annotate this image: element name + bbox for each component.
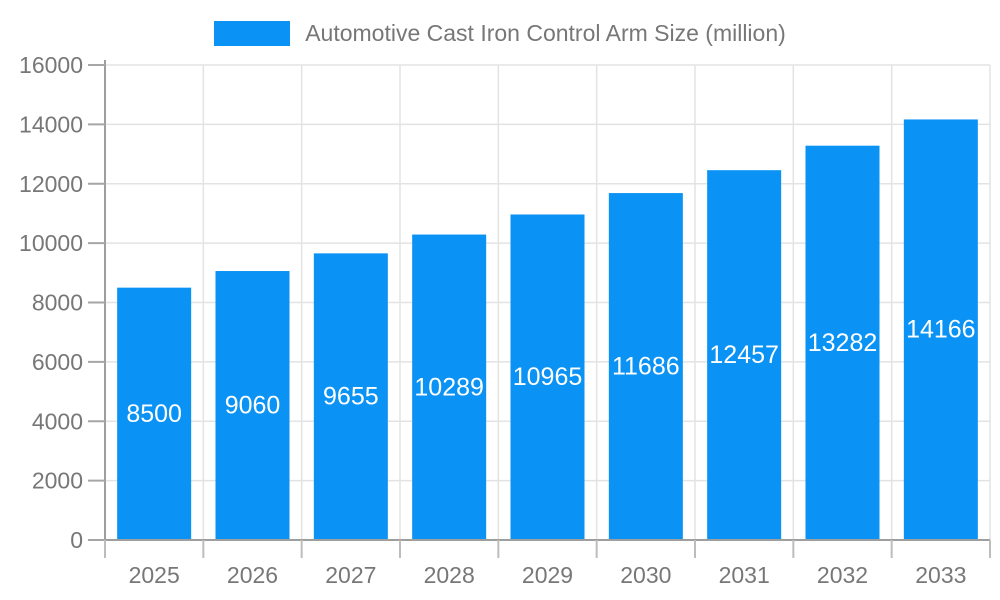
bar [510, 214, 585, 540]
x-category-label: 2028 [424, 562, 475, 588]
bar [313, 253, 388, 540]
x-category-label: 2029 [522, 562, 573, 588]
x-category-label: 2027 [325, 562, 376, 588]
y-tick-label: 16000 [19, 52, 83, 78]
y-tick-label: 0 [70, 527, 83, 553]
x-category-label: 2032 [817, 562, 868, 588]
y-tick-label: 14000 [19, 111, 83, 137]
y-tick-label: 2000 [32, 468, 83, 494]
y-tick-label: 12000 [19, 171, 83, 197]
x-category-label: 2025 [129, 562, 180, 588]
x-category-label: 2026 [227, 562, 278, 588]
bar [412, 234, 487, 540]
bar [903, 119, 978, 541]
bar-value-label: 10965 [513, 363, 583, 391]
legend-swatch-icon [214, 20, 291, 46]
bar [805, 145, 880, 541]
y-tick-label: 8000 [32, 290, 83, 316]
x-category-label: 2030 [620, 562, 671, 588]
bar [215, 271, 290, 540]
bar-value-label: 10289 [414, 373, 484, 401]
x-category-label: 2033 [915, 562, 966, 588]
x-category-label: 2031 [719, 562, 770, 588]
y-tick-label: 6000 [32, 349, 83, 375]
y-tick-label: 4000 [32, 408, 83, 434]
bar-value-label: 13282 [808, 329, 878, 357]
bar [117, 287, 192, 540]
legend-label: Automotive Cast Iron Control Arm Size (m… [305, 19, 786, 46]
bar-value-label: 8500 [126, 400, 182, 428]
bar-value-label: 11686 [612, 353, 680, 381]
bar [608, 193, 683, 540]
bar-value-label: 9060 [225, 392, 281, 420]
bar-value-label: 12457 [709, 341, 779, 369]
y-tick-label: 10000 [19, 230, 83, 256]
bar-value-label: 14166 [906, 316, 976, 344]
bar-value-label: 9655 [323, 383, 379, 411]
legend: Automotive Cast Iron Control Arm Size (m… [0, 19, 1000, 47]
bar [707, 170, 782, 541]
